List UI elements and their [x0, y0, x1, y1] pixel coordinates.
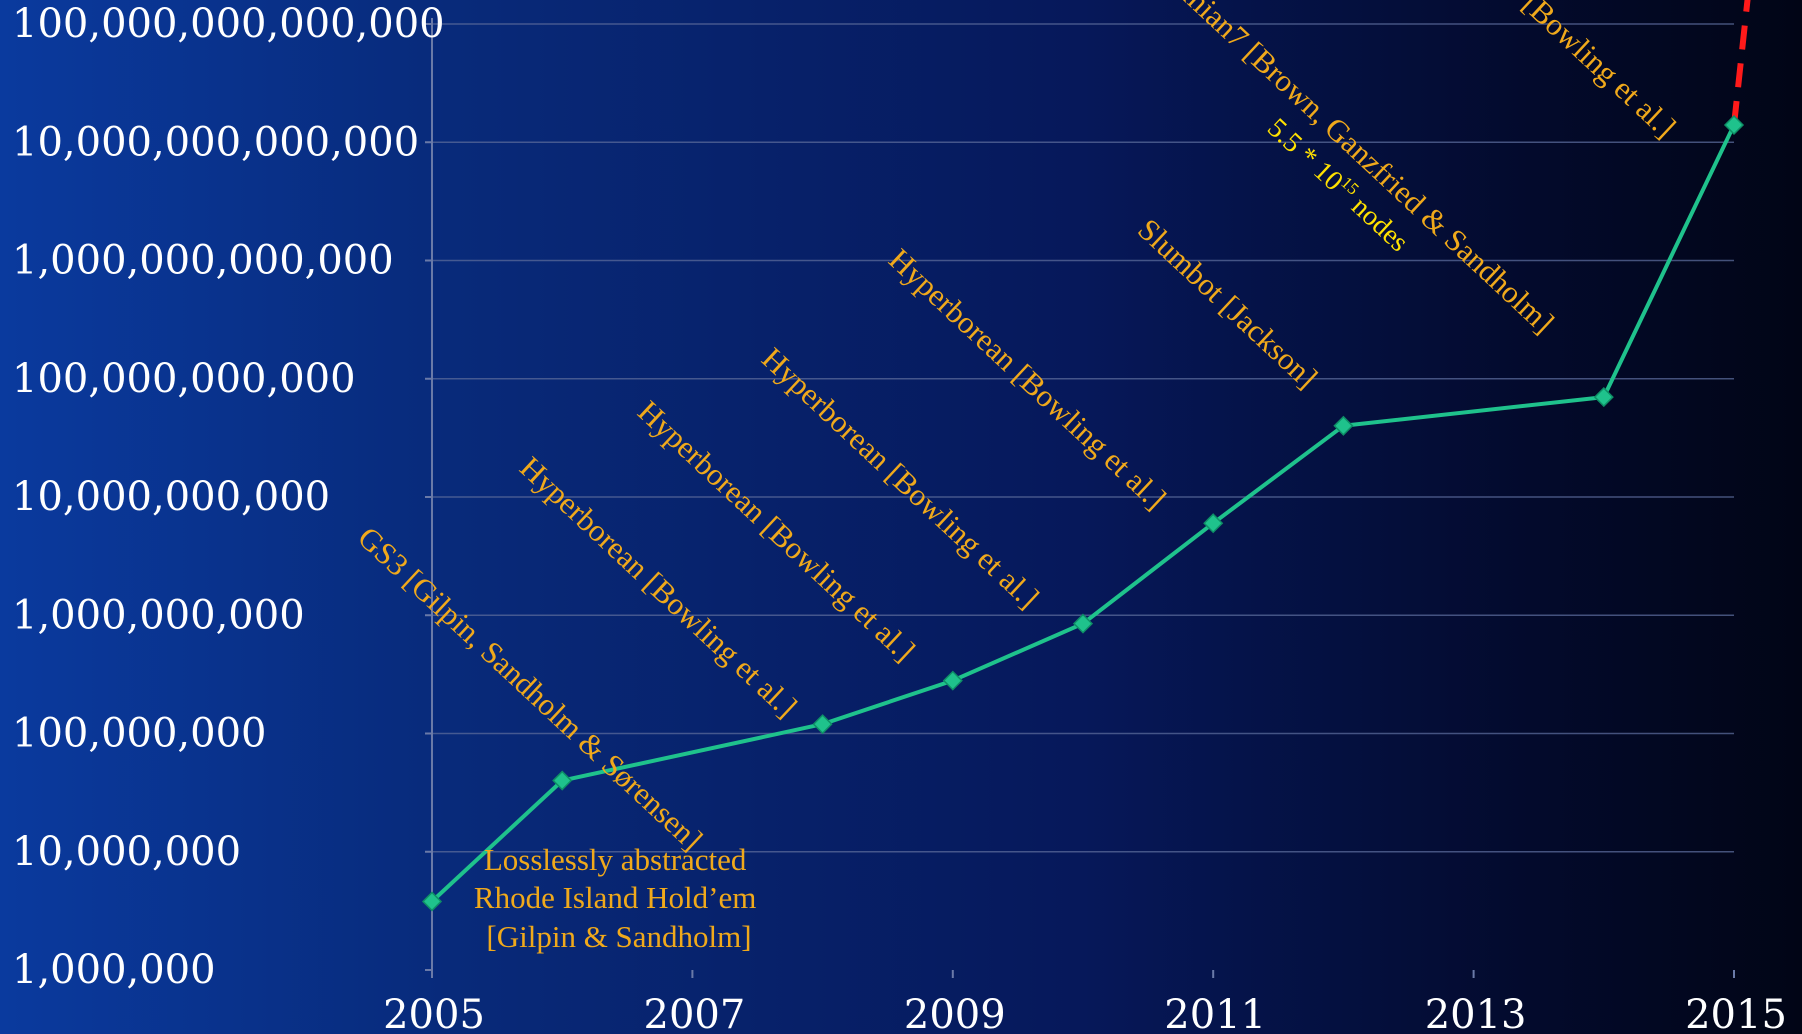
data-point	[1072, 613, 1094, 634]
annotation-slumbot: Slumbot [Jackson]	[1131, 212, 1324, 396]
y-tick-label: 100,000,000,000	[12, 356, 356, 402]
annotation-lossless-line-1: Losslessly abstracted	[484, 842, 747, 877]
y-tick-label: 100,000,000	[12, 711, 266, 757]
y-tick-label: 1,000,000,000	[12, 592, 305, 638]
data-point	[1593, 387, 1614, 408]
y-tick-label: 10,000,000,000,000	[12, 119, 419, 165]
annotation-cepheus: Cepheus [Bowling et al.]	[1432, 0, 1683, 145]
x-tick-label: 2011	[1164, 992, 1266, 1034]
data-point	[1333, 415, 1354, 436]
projection-line	[1731, 0, 1751, 126]
data-point	[1723, 114, 1745, 136]
data-point	[552, 770, 573, 791]
data-point	[942, 670, 963, 691]
y-tick-label: 10,000,000	[12, 829, 241, 875]
y-tick-label: 1,000,000	[12, 947, 216, 993]
x-tick-label: 2013	[1425, 992, 1527, 1034]
x-tick-label: 2005	[383, 992, 485, 1034]
data-point	[1203, 513, 1224, 534]
annotations: Losslessly abstracted Rhode Island Hold’…	[351, 0, 1683, 954]
annotation-lossless: Losslessly abstracted Rhode Island Hold’…	[474, 842, 764, 954]
y-tick-label: 100,000,000,000,000	[12, 1, 445, 47]
axes	[425, 18, 1735, 978]
x-tick-label: 2007	[644, 992, 746, 1034]
data-point	[421, 891, 443, 912]
x-tick-label: 2009	[904, 992, 1006, 1034]
annotation-lossless-line-2: Rhode Island Hold’em	[474, 880, 756, 915]
y-tick-label: 1,000,000,000,000	[12, 238, 394, 284]
y-tick-label: 10,000,000,000	[12, 474, 330, 520]
data-point	[812, 714, 833, 735]
data-series	[421, 0, 1751, 912]
x-axis-tick-labels: 2005 2007 2009 2011 2013 2015	[383, 992, 1787, 1034]
annotation-lossless-line-3: [Gilpin & Sandholm]	[486, 919, 751, 954]
x-tick-label: 2015	[1685, 992, 1787, 1034]
y-axis-tick-labels: 1,000,000 10,000,000 100,000,000 1,000,000,…	[12, 1, 445, 993]
